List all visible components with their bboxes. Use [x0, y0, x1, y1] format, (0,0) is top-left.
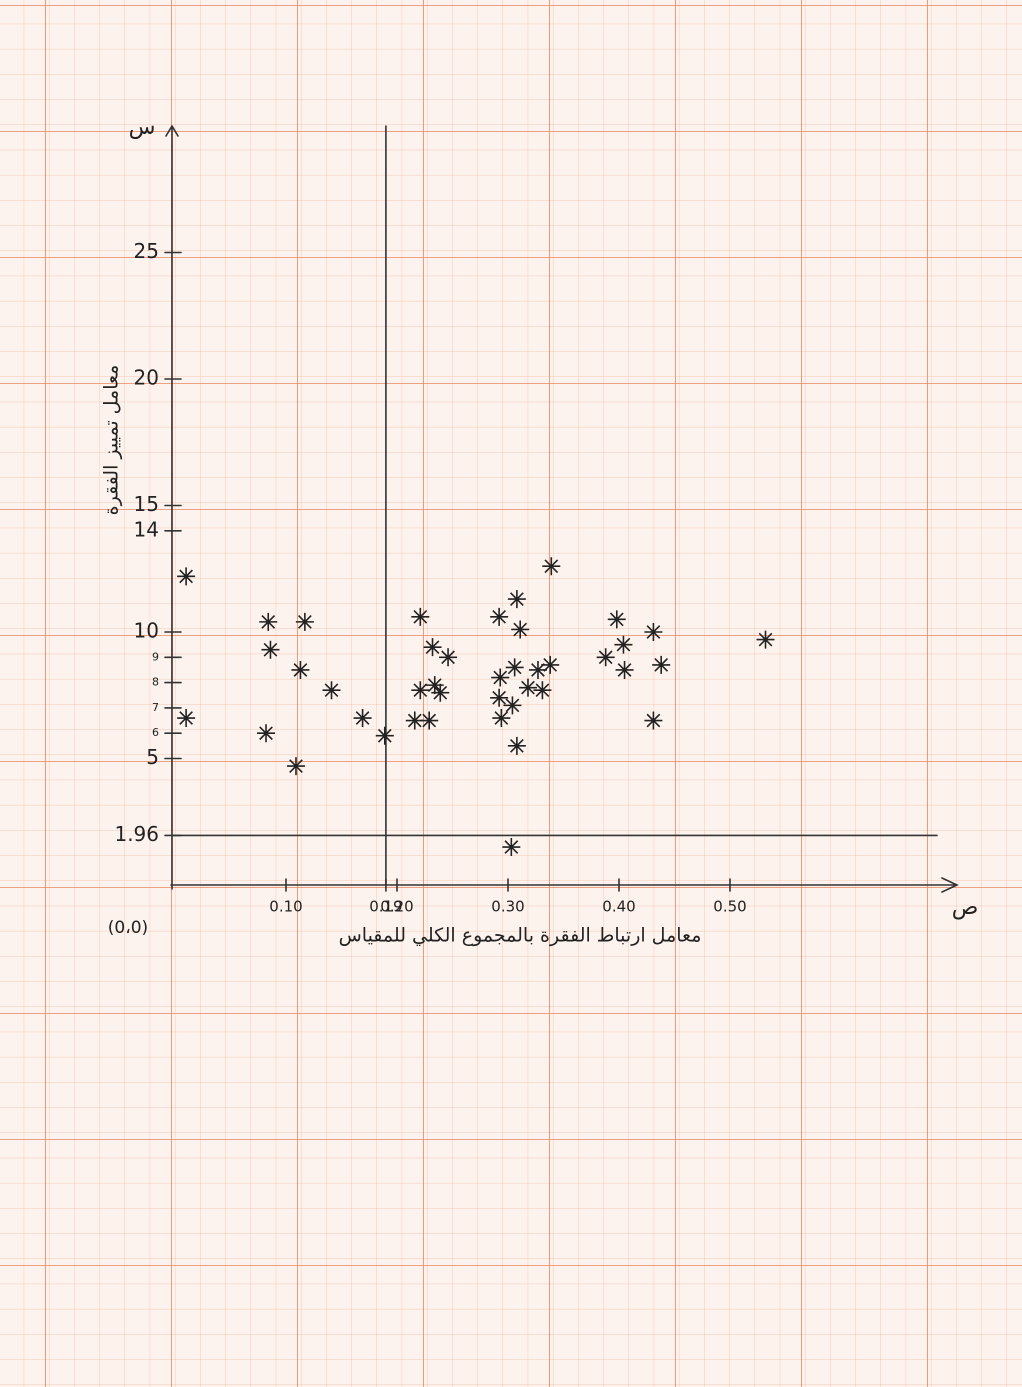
y-tick-label: 5	[146, 745, 159, 769]
data-point	[376, 727, 394, 745]
y-tick-label: 8	[152, 676, 159, 689]
data-point	[616, 661, 634, 679]
x-tick-label: 0.30	[491, 898, 524, 916]
y-tick-label: 15	[134, 492, 159, 516]
data-point	[439, 648, 457, 666]
data-point	[511, 620, 529, 638]
data-point	[492, 709, 510, 727]
data-point	[259, 613, 277, 631]
data-point	[608, 610, 626, 628]
data-point	[644, 623, 662, 641]
page: {"chart_data": { "type": "scatter", "x_l…	[0, 0, 1022, 1387]
data-point	[519, 679, 537, 697]
data-point	[411, 608, 429, 626]
data-point	[261, 641, 279, 659]
y-tick-label: 1.96	[114, 822, 159, 846]
x-axis-label: معامل ارتباط الفقرة بالمجموع الكلي للمقي…	[339, 925, 702, 947]
data-point	[503, 696, 521, 714]
data-point	[508, 737, 526, 755]
x-tick-label: 0.10	[269, 898, 302, 916]
data-point	[491, 669, 509, 687]
y-tick-label: 10	[134, 619, 159, 643]
x-tick-label: 0.40	[602, 898, 635, 916]
data-point	[757, 631, 775, 649]
data-point	[291, 661, 309, 679]
y-tick-label: 20	[134, 366, 159, 390]
data-point	[490, 608, 508, 626]
data-point	[420, 712, 438, 730]
data-point	[541, 656, 559, 674]
major-grid	[0, 0, 1022, 1387]
y-axis-letter: س	[129, 115, 156, 140]
data-point	[506, 658, 524, 676]
data-point	[508, 590, 526, 608]
y-tick-label: 6	[152, 726, 159, 739]
data-point	[490, 689, 508, 707]
data-point	[287, 757, 305, 775]
data-point	[431, 684, 449, 702]
graph-paper-chart: معامل تمييز الفقرة معامل ارتباط الفقرة ب…	[0, 0, 1022, 1387]
origin-label: (0،0)	[108, 918, 148, 938]
data-point	[533, 681, 551, 699]
y-tick-label: 25	[134, 239, 159, 263]
x-axis-letter: ص	[952, 895, 979, 920]
data-point	[542, 557, 560, 575]
data-point	[502, 838, 520, 856]
y-tick-label: 7	[152, 701, 159, 714]
y-tick-label: 9	[152, 650, 159, 663]
y-tick-label: 14	[134, 517, 159, 541]
data-point	[257, 724, 275, 742]
data-point	[323, 681, 341, 699]
data-point	[597, 648, 615, 666]
data-point	[652, 656, 670, 674]
data-point	[411, 681, 429, 699]
x-tick-label: 0.50	[713, 898, 746, 916]
data-point	[614, 636, 632, 654]
y-axis-label: معامل تمييز الفقرة	[101, 365, 123, 516]
data-point	[644, 712, 662, 730]
data-point	[424, 638, 442, 656]
x-tick-label: 0.20	[380, 898, 413, 916]
data-point	[354, 709, 372, 727]
data-point	[296, 613, 314, 631]
